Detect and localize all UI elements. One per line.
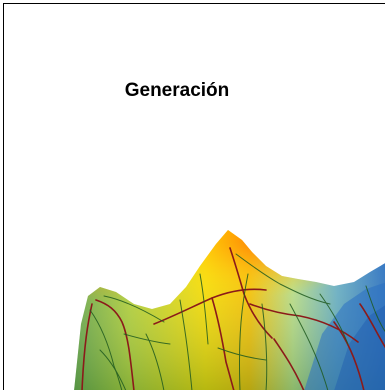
terrain-surface xyxy=(74,230,385,390)
figure-panel: Generación xyxy=(3,3,385,390)
trail-lines xyxy=(89,253,385,390)
figure-title: Generación xyxy=(124,80,230,101)
